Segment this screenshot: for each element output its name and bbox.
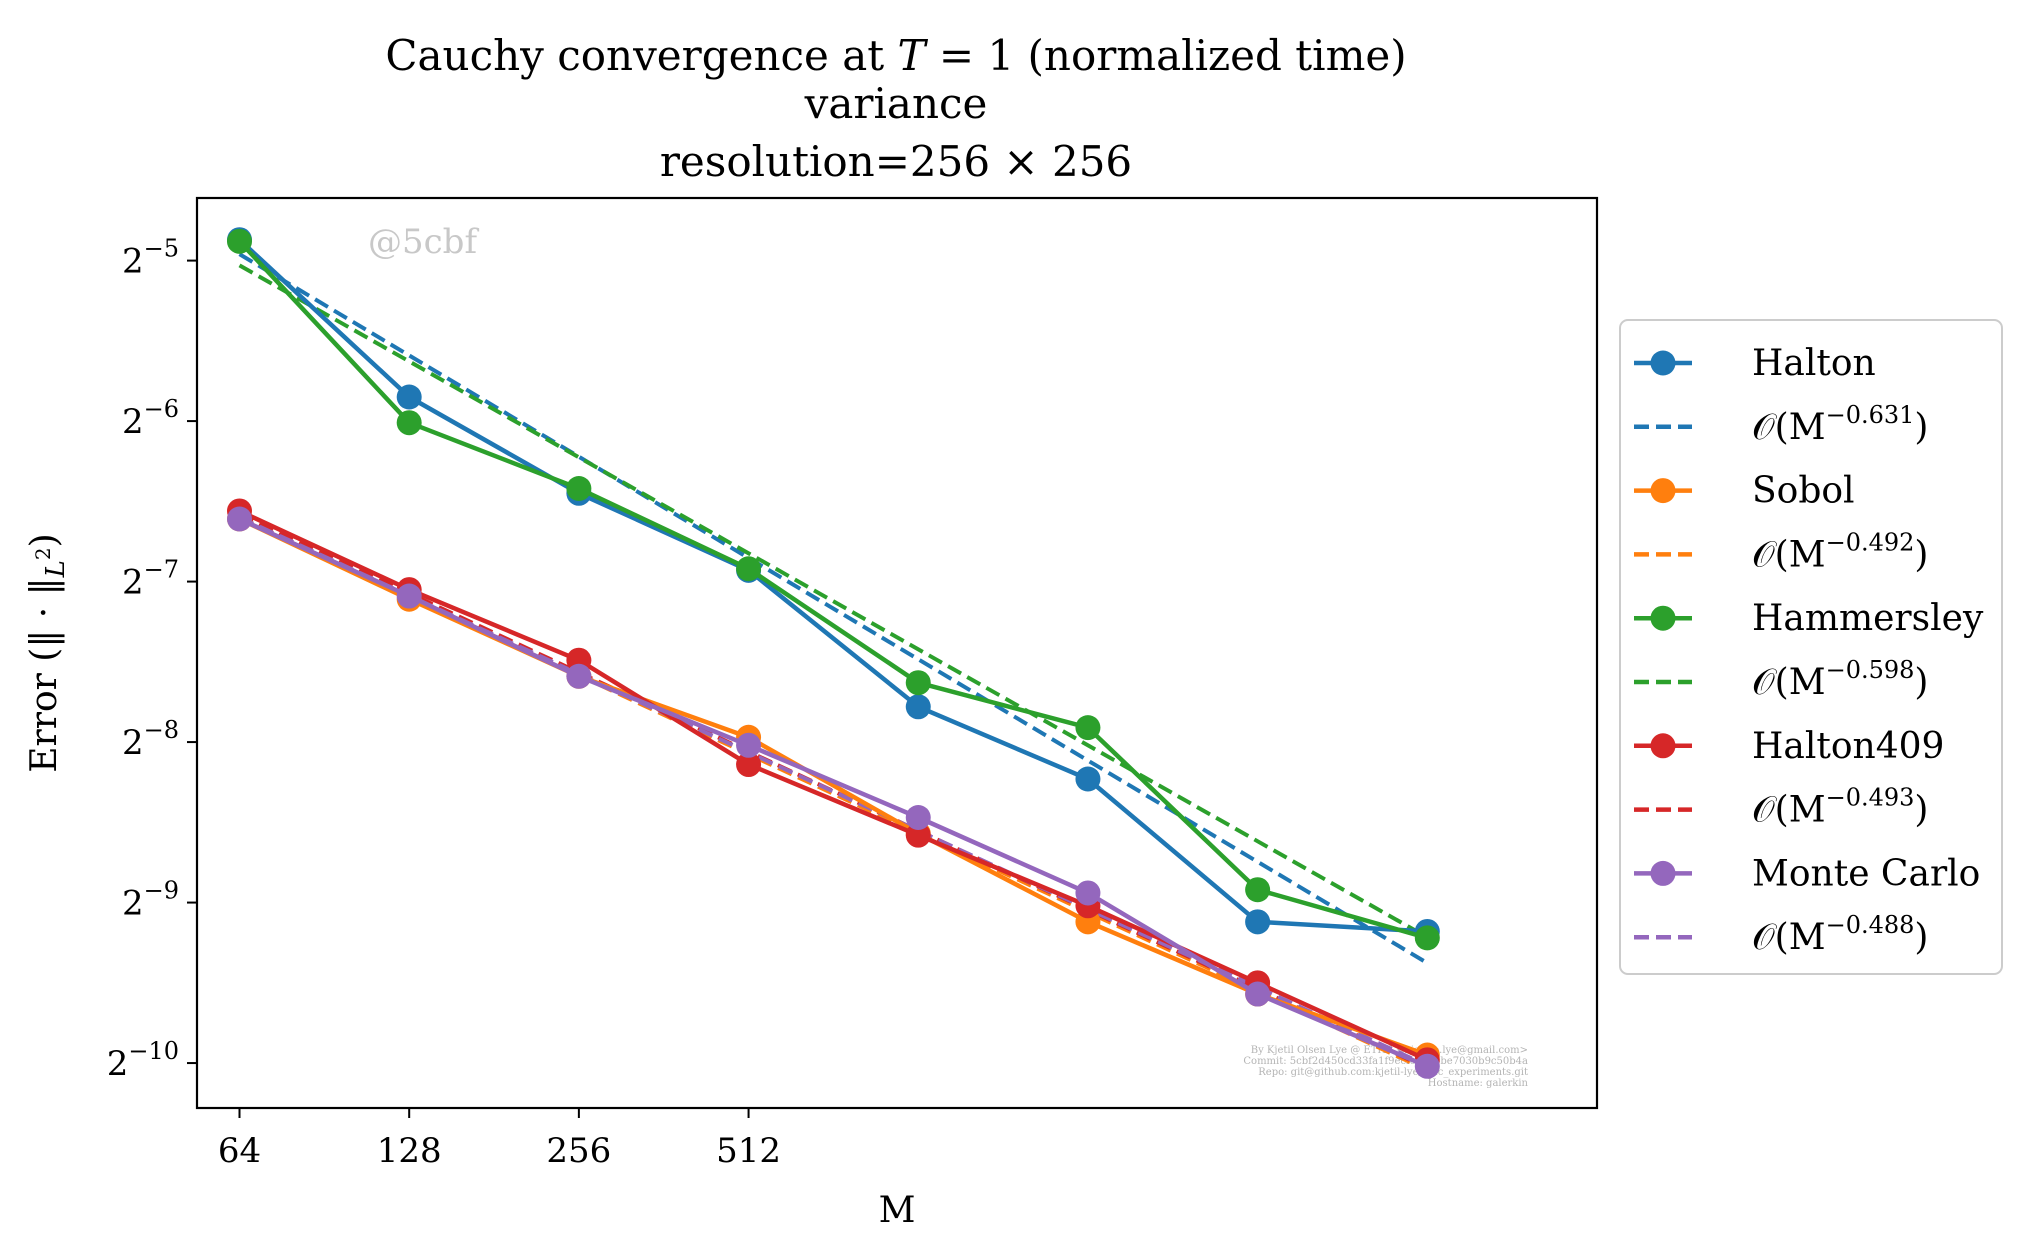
data-point [1245, 981, 1271, 1007]
legend-item-o-m-0-488: 𝒪(M−0.488) [1634, 911, 1928, 958]
y-axis: 2−5 2−6 2−7 2−8 2−9 2−10 [107, 235, 197, 1084]
chart-title: Cauchy convergence at T = 1 (normalized … [385, 31, 1406, 186]
data-point [396, 583, 422, 609]
data-point [1245, 909, 1271, 935]
x-tick-label: 256 [546, 1131, 611, 1171]
series-line [237, 238, 1428, 934]
data-point [1414, 925, 1440, 951]
legend-swatch-marker [1650, 860, 1676, 886]
legend-label: Halton [1752, 343, 1876, 384]
legend-item-halton: Halton [1634, 343, 1876, 384]
y-tick-label: 2−6 [122, 395, 179, 442]
x-tick-label: 128 [377, 1131, 442, 1171]
legend-label: Hammersley [1752, 598, 1984, 639]
data-point [736, 752, 762, 778]
credit-line: Commit: 5cbf2d450cd33fa1f9ecfcd6e4be7030… [1243, 1056, 1528, 1067]
series-line [238, 516, 1429, 1058]
data-point [227, 228, 253, 254]
legend-item-sobol: Sobol [1634, 471, 1855, 512]
y-axis-label: Error (‖ · ‖L2) [24, 533, 71, 772]
chart-title-line-3: resolution=256 × 256 [660, 137, 1132, 186]
legend-label: Monte Carlo [1752, 853, 1980, 894]
legend-label: Halton409 [1752, 726, 1944, 767]
legend: Halton 𝒪(M−0.631) Sobol 𝒪(M−0.492) Hammersle… [1619, 319, 2003, 975]
legend-item-hammersley: Hammersley [1634, 598, 1984, 639]
legend-item-o-m-0-493: 𝒪(M−0.493) [1634, 784, 1928, 831]
data-point [566, 663, 592, 689]
credit-line: Repo: git@github.com:kjetil-lye/qmc_expe… [1258, 1067, 1528, 1078]
y-tick-label: 2−8 [122, 716, 179, 763]
data-point [905, 822, 931, 848]
y-tick-label: 2−9 [122, 877, 179, 924]
legend-item-monte-carlo: Monte Carlo [1634, 853, 1980, 894]
data-point [905, 694, 931, 720]
legend-swatch-marker [1650, 478, 1676, 504]
series-monte-carlo [227, 506, 1440, 1079]
legend-item-o-m-0-492: 𝒪(M−0.492) [1634, 528, 1928, 575]
data-point [1075, 880, 1101, 906]
legend-label: Sobol [1752, 471, 1855, 512]
data-point [736, 556, 762, 582]
legend-swatch-marker [1650, 350, 1676, 376]
data-point [905, 670, 931, 696]
data-point [1075, 766, 1101, 792]
series-line [238, 516, 1429, 1069]
legend-label: 𝒪(M−0.631) [1752, 401, 1928, 448]
data-point [227, 506, 253, 532]
data-point [1414, 1053, 1440, 1079]
data-series [227, 227, 1440, 1079]
chart-title-line-1: Cauchy convergence at T = 1 (normalized … [385, 31, 1406, 80]
legend-label: 𝒪(M−0.598) [1752, 656, 1928, 703]
fit-line-o-m-0-631 [238, 252, 1429, 965]
y-tick-label: 2−10 [107, 1037, 179, 1084]
data-point [396, 410, 422, 436]
legend-item-o-m-0-598: 𝒪(M−0.598) [1634, 656, 1928, 703]
x-axis-label: M [879, 1190, 916, 1231]
series-hammersley [227, 228, 1440, 951]
plot-area-frame [195, 196, 1599, 1110]
fit-line-o-m-0-598 [238, 263, 1429, 939]
x-tick-label: 64 [218, 1131, 261, 1171]
data-point [736, 732, 762, 758]
data-point [1075, 715, 1101, 741]
chart-title-line-2: variance [804, 79, 988, 128]
legend-swatch-marker [1650, 605, 1676, 631]
series-line [238, 508, 1429, 1062]
legend-item-halton409: Halton409 [1634, 726, 1944, 767]
data-point [396, 384, 422, 410]
y-tick-label: 2−7 [122, 556, 179, 603]
fit-lines [238, 252, 1429, 1072]
legend-label: 𝒪(M−0.493) [1752, 784, 1928, 831]
data-point [566, 475, 592, 501]
y-tick-label: 2−5 [122, 235, 179, 282]
legend-swatch-marker [1650, 733, 1676, 759]
x-tick-label: 512 [716, 1131, 781, 1171]
data-point [905, 805, 931, 831]
legend-label: 𝒪(M−0.492) [1752, 528, 1928, 575]
watermark: @5cbf [368, 222, 479, 262]
series-line [237, 239, 1428, 941]
credit-line: Hostname: galerkin [1428, 1078, 1529, 1089]
fit-line-o-m-0-488 [238, 515, 1429, 1068]
x-axis: 64 128 256 512 [218, 1108, 781, 1171]
legend-frame [1619, 319, 2003, 975]
legend-item-o-m-0-631: 𝒪(M−0.631) [1634, 401, 1928, 448]
data-point [1245, 877, 1271, 903]
legend-label: 𝒪(M−0.488) [1752, 911, 1928, 958]
